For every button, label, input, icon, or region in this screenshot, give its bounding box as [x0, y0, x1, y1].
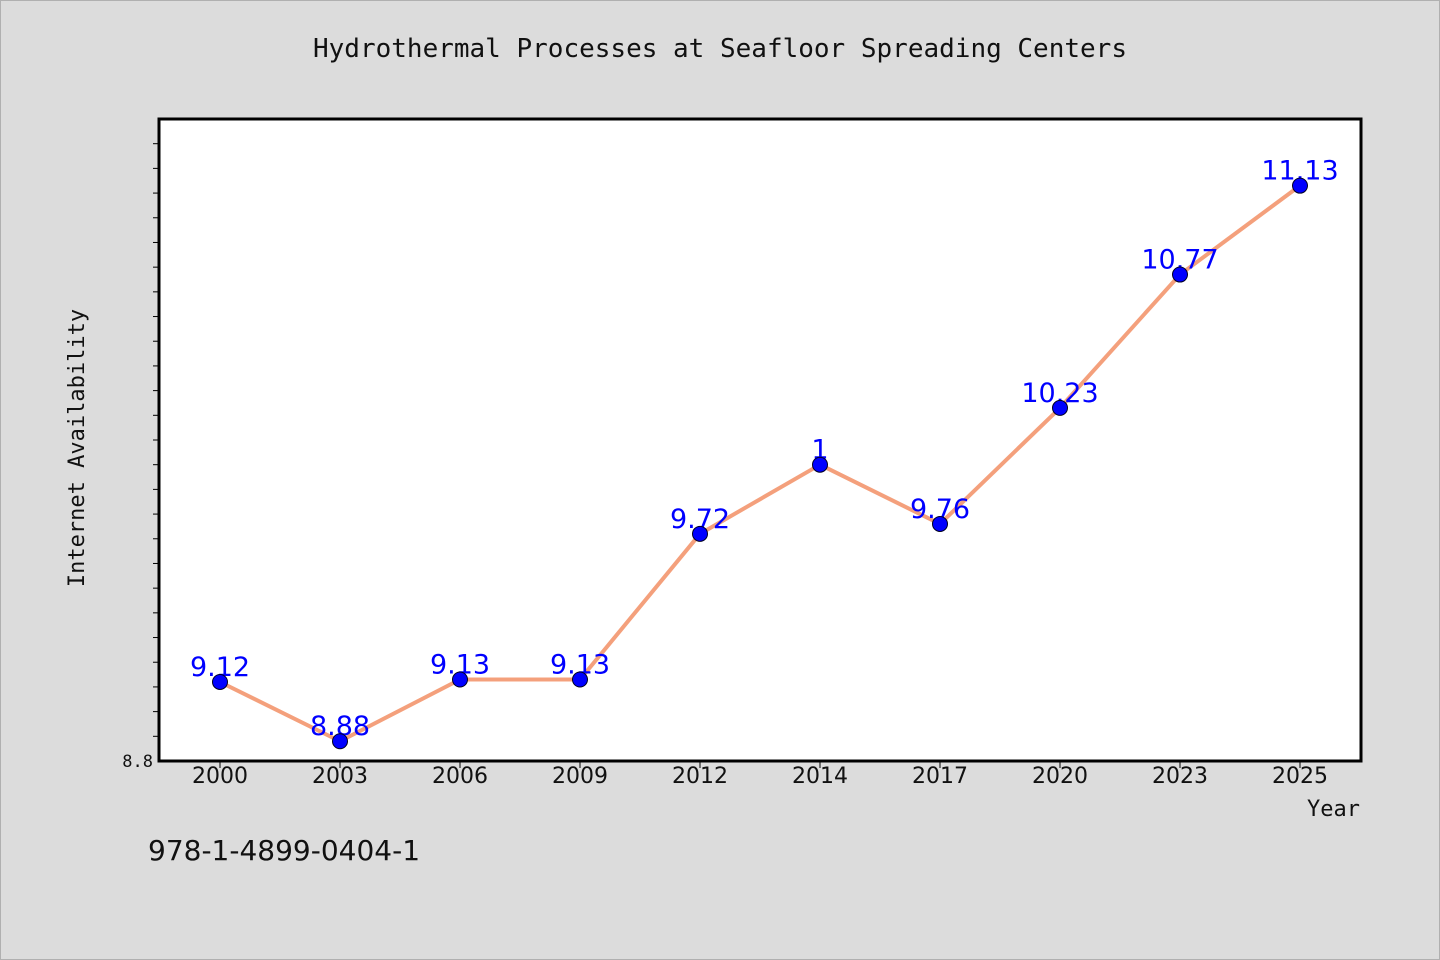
data-label: 1 [811, 435, 828, 466]
data-point [932, 515, 948, 532]
data-point [692, 525, 708, 542]
x-tick-label: 2023 [1152, 764, 1208, 789]
data-point [332, 733, 348, 750]
x-tick-label: 2017 [912, 764, 968, 789]
data-point [1052, 399, 1068, 416]
plot-area [157, 117, 1363, 763]
data-point [212, 673, 228, 690]
footer-isbn: 978-1-4899-0404-1 [148, 834, 421, 867]
y-axis-ticks: 8.8 [122, 143, 159, 772]
data-point [452, 671, 468, 688]
y-axis-label: Internet Availability [65, 309, 90, 587]
x-axis-label: Year [1307, 797, 1360, 822]
data-point [1292, 177, 1308, 194]
x-tick-label: 2012 [672, 764, 728, 789]
x-tick-label: 2003 [312, 764, 368, 789]
series-line [219, 184, 1302, 744]
data-point [812, 456, 828, 473]
x-tick-label: 2014 [792, 764, 848, 789]
y-tick-label: 8.8 [122, 752, 153, 772]
data-point [572, 671, 588, 688]
x-tick-label: 2000 [192, 764, 248, 789]
x-tick-label: 2006 [432, 764, 488, 789]
x-tick-label: 2020 [1032, 764, 1088, 789]
data-point [1172, 266, 1188, 283]
chart-title: Hydrothermal Processes at Seafloor Sprea… [313, 34, 1127, 64]
x-tick-label: 2025 [1272, 764, 1328, 789]
x-tick-label: 2009 [552, 764, 608, 789]
x-axis-ticks: 2000 2003 2006 2009 2012 2014 2017 2020 2023 2025 [192, 761, 1328, 789]
